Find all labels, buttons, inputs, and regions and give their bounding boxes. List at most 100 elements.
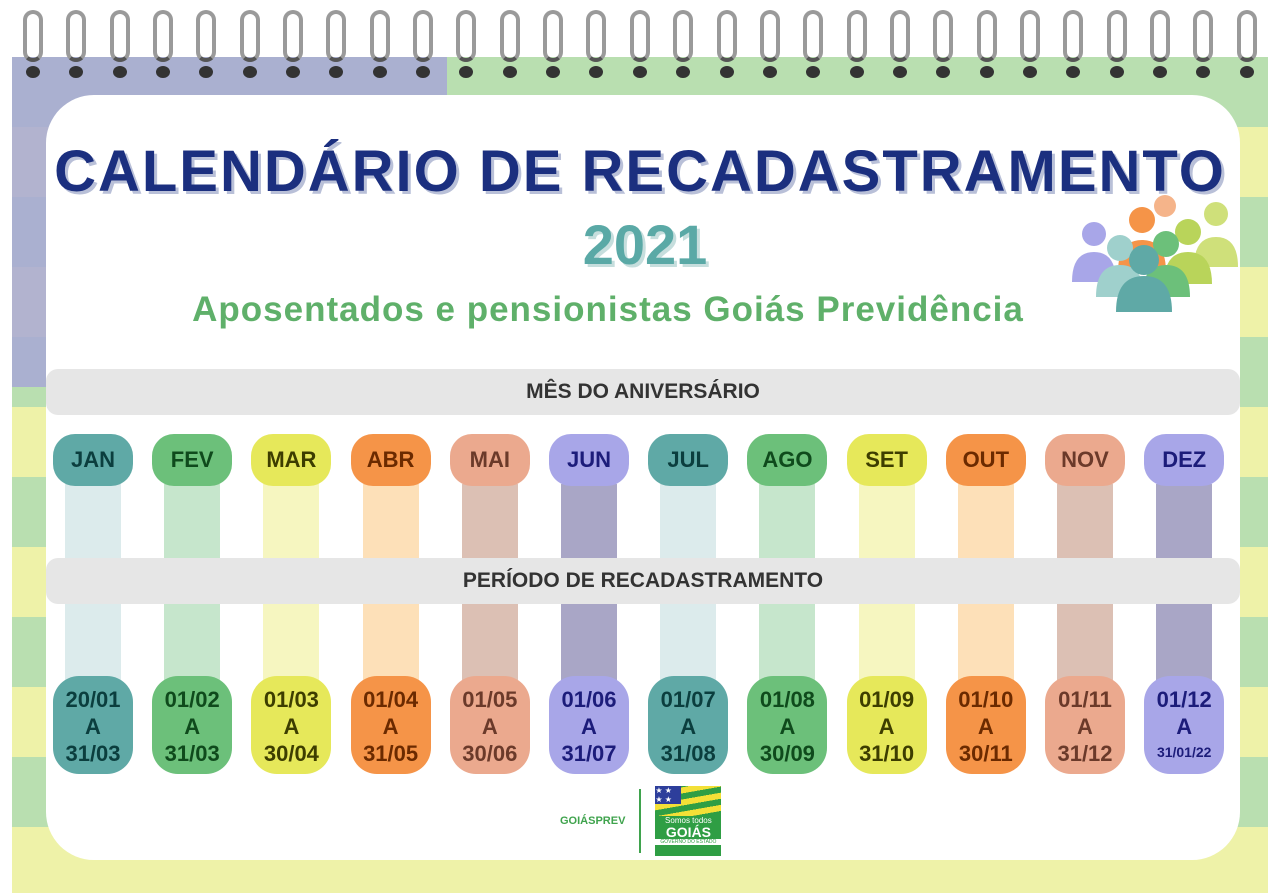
period-end: 31/07 [561, 741, 617, 766]
period-separator: A [1176, 714, 1193, 739]
page-title: CALENDÁRIO DE RECADASTRAMENTO [54, 139, 1226, 204]
period-end: 31/01/22 [1156, 744, 1212, 760]
period-start: 01/06 [561, 687, 617, 712]
period-end: 31/08 [660, 741, 716, 766]
month-column: MAR 01/03 A 30/04 [251, 434, 332, 774]
year: 2021 [582, 213, 708, 276]
month-column: AGO 01/08 A 30/09 [747, 434, 828, 774]
goiasprev-logo: GOIÁSPREV [560, 815, 626, 827]
period-start: 01/04 [363, 687, 419, 712]
spiral-ring [20, 10, 46, 80]
spiral-ring [844, 10, 870, 80]
birthday-month-header: MÊS DO ANIVERSÁRIO [46, 369, 1240, 415]
spiral-ring [280, 10, 306, 80]
spiral-ring [237, 10, 263, 80]
month-column: JUL 01/07 A 31/08 [648, 434, 729, 774]
month-label: AGO [747, 434, 828, 486]
period-separator: A [680, 714, 697, 739]
period-end: 31/03 [65, 741, 121, 766]
month-column: NOV 01/11 A 31/12 [1045, 434, 1125, 774]
period-separator: A [977, 714, 994, 739]
spiral-ring [63, 10, 89, 80]
spiral-ring [1060, 10, 1086, 80]
period-start: 01/10 [958, 687, 1014, 712]
period-dates: 01/07 A 31/08 [648, 676, 729, 774]
period-dates: 01/10 A 30/11 [945, 676, 1026, 774]
period-separator: A [85, 714, 101, 739]
spiral-ring [367, 10, 393, 80]
period-separator: A [382, 714, 399, 739]
period-header: PERÍODO DE RECADASTRAMENTO [46, 558, 1240, 604]
month-label: JUL [648, 434, 729, 486]
period-separator: A [184, 714, 201, 739]
month-column: SET 01/09 A 31/10 [846, 434, 927, 774]
month-column: OUT 01/10 A 30/11 [945, 434, 1026, 774]
spiral-ring [930, 10, 956, 80]
period-end: 30/06 [462, 741, 518, 766]
spiral-ring [323, 10, 349, 80]
period-dates: 01/04 A 31/05 [350, 676, 431, 774]
period-separator: A [878, 714, 895, 739]
spiral-ring [670, 10, 696, 80]
month-column: MAI 01/05 A 30/06 [449, 434, 530, 774]
period-dates: 01/02 A 31/03 [152, 676, 233, 774]
period-separator: A [283, 714, 300, 739]
month-column: JAN 20/01 A 31/03 [53, 434, 133, 774]
period-start: 01/09 [859, 687, 915, 712]
month-label: MAI [449, 434, 530, 486]
period-start: 20/01 [65, 687, 121, 712]
spiral-ring [800, 10, 826, 80]
spiral-ring [1234, 10, 1260, 80]
period-start: 01/05 [462, 687, 518, 712]
period-dates: 01/08 A 30/09 [747, 676, 828, 774]
spiral-ring [583, 10, 609, 80]
divider [639, 789, 642, 853]
month-column: JUN 01/06 A 31/07 [549, 434, 629, 774]
period-dates: 01/11 A 31/12 [1045, 676, 1125, 774]
period-dates: 01/09 A 31/10 [846, 676, 927, 774]
calendar-card [46, 95, 1240, 860]
period-start: 01/03 [263, 687, 319, 712]
people-group-icon [1072, 195, 1238, 312]
spiral-binding [20, 10, 1260, 85]
month-label: JAN [53, 434, 133, 486]
month-label: JUN [549, 434, 629, 486]
month-label: OUT [945, 434, 1026, 486]
period-dates: 01/06 A 31/07 [549, 676, 629, 774]
governo-goias-logo: ★ ★ ★ ★ Somos todos GOIÁS GOVERNO DO ESTA… [655, 786, 722, 856]
month-column: FEV 01/02 A 31/03 [152, 434, 233, 774]
month-label: NOV [1045, 434, 1125, 486]
period-end: 30/04 [263, 741, 319, 766]
spiral-ring [974, 10, 1000, 80]
period-dates: 20/01 A 31/03 [53, 676, 133, 774]
month-label: DEZ [1144, 434, 1225, 486]
period-dates: 01/05 A 30/06 [449, 676, 530, 774]
period-start: 01/08 [759, 687, 815, 712]
spiral-ring [714, 10, 740, 80]
spiral-ring [1147, 10, 1173, 80]
spiral-ring [627, 10, 653, 80]
period-end: 31/12 [1057, 741, 1113, 766]
period-separator: A [1077, 714, 1093, 739]
period-separator: A [779, 714, 796, 739]
period-dates: 01/12 A 31/01/22 [1144, 676, 1225, 774]
month-label: ABR [350, 434, 431, 486]
period-end: 31/10 [859, 741, 915, 766]
spiral-ring [150, 10, 176, 80]
spiral-ring [1190, 10, 1216, 80]
subtitle: Aposentados e pensionistas Goiás Previdê… [192, 290, 1024, 329]
spiral-ring [107, 10, 133, 80]
spiral-ring [1104, 10, 1130, 80]
month-label: SET [846, 434, 927, 486]
period-start: 01/12 [1156, 687, 1212, 712]
month-column: DEZ 01/12 A 31/01/22 [1144, 434, 1225, 774]
spiral-ring [410, 10, 436, 80]
footer-logos: GOIÁSPREV ★ ★ ★ ★ Somos todos GOIÁS GOVER… [560, 786, 722, 856]
period-end: 31/05 [363, 741, 419, 766]
spiral-ring [453, 10, 479, 80]
period-dates: 01/03 A 30/04 [251, 676, 332, 774]
month-label: FEV [152, 434, 233, 486]
period-start: 01/11 [1058, 687, 1112, 712]
period-start: 01/02 [164, 687, 220, 712]
spiral-ring [540, 10, 566, 80]
